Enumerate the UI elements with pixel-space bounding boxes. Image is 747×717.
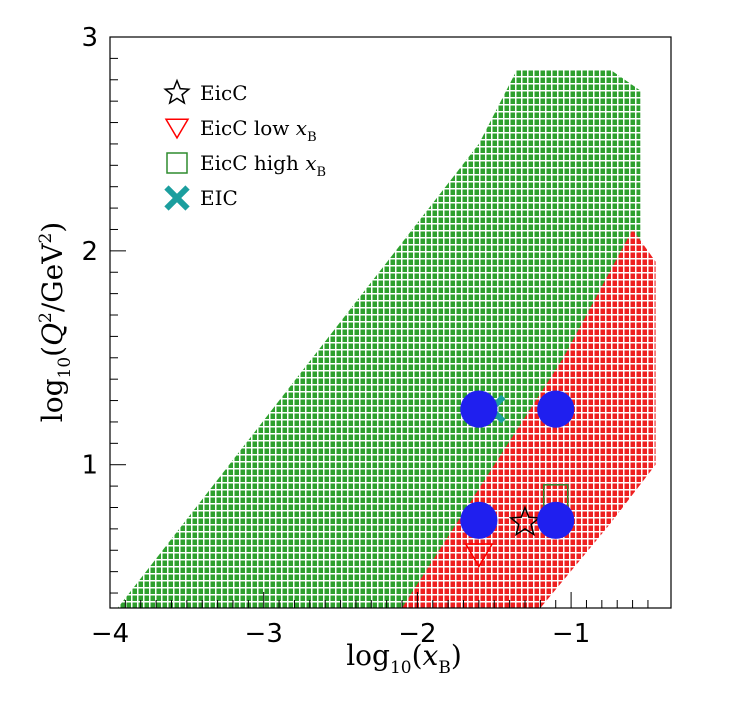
y-tick-label: 3	[81, 23, 98, 53]
legend-label: EIC	[200, 186, 238, 210]
y-axis-label: log10(Q2/GeV2)	[36, 222, 75, 422]
legend-label: EicC low xB	[200, 116, 317, 145]
data-points	[460, 390, 575, 568]
legend-marker-square	[166, 152, 188, 174]
data-point-star	[508, 505, 542, 537]
legend-marker-star	[163, 78, 191, 105]
x-axis-label: log10(xB)	[346, 639, 462, 678]
data-point-circle	[460, 501, 498, 539]
density-regions	[117, 69, 656, 609]
x-tick-label: −2	[398, 619, 436, 649]
axis-ticks: −4 −3 −2 −1 1 2 3	[81, 23, 649, 649]
plot-frame	[109, 36, 672, 609]
y-tick-label: 1	[81, 451, 98, 481]
data-point-triangle-down	[464, 543, 494, 568]
legend-marker-triangle-down	[164, 118, 190, 140]
y-tick-label: 2	[81, 237, 98, 267]
x-tick-label: −1	[552, 619, 590, 649]
data-point-circle	[537, 501, 575, 539]
axis-labels: log10(xB) log10(Q2/GeV2)	[36, 222, 462, 678]
plot-border	[109, 36, 672, 609]
data-point-circle	[460, 390, 498, 428]
x-tick-label: −3	[245, 619, 283, 649]
legend-label: EicC high xB	[200, 151, 326, 180]
legend-marker-x-cross	[164, 185, 190, 211]
x-cross-stroke	[164, 185, 190, 211]
legend-label: EicC	[200, 81, 248, 105]
data-point-circle	[537, 390, 575, 428]
legend: EicC EicC low xB EicC high xB EIC	[163, 78, 326, 211]
x-tick-label: −4	[91, 619, 129, 649]
